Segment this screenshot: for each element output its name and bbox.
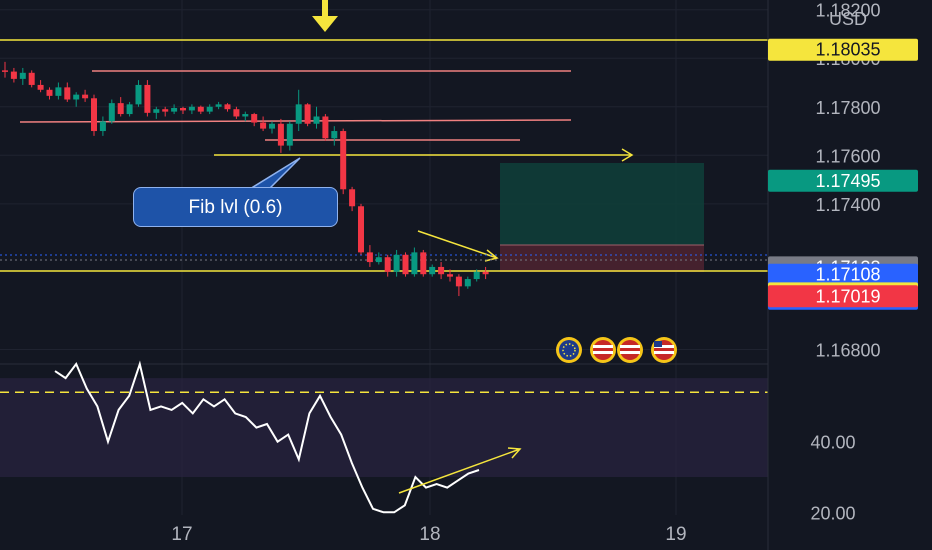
oscillator-line [54,360,480,514]
candle-body[interactable] [429,266,436,275]
candle-body[interactable] [197,106,204,112]
candle-body[interactable] [108,103,115,122]
candle-body[interactable] [260,122,267,129]
oscillator-tick-label: 40.00 [810,433,855,453]
price-tick-label: 1.17600 [815,146,880,166]
oscillator-axis: 40.00 20.00 [810,433,855,524]
price-tag-label: 1.17108 [815,265,880,285]
candle-body[interactable] [215,104,222,107]
candle-body[interactable] [180,107,186,111]
trend-arrow-oscillator-head [507,447,522,459]
candle-body[interactable] [242,114,249,117]
price-tag[interactable] [768,38,918,61]
fib-level-callout[interactable]: Fib lvl (0.6) [133,187,338,227]
fib-arrow-head [621,148,634,162]
candle-body[interactable] [340,131,347,190]
candle-body[interactable] [135,84,142,105]
candle-body[interactable] [37,84,44,90]
candle-body[interactable] [64,87,71,100]
candle-body[interactable] [455,276,462,287]
down-arrow-marker [312,0,338,32]
us-event-icon[interactable] [651,337,677,363]
us-event-icon[interactable] [590,337,616,363]
candle-body[interactable] [464,279,471,287]
price-tag-label: 1.18035 [815,40,880,60]
loss-zone[interactable] [500,245,704,272]
candle-body[interactable] [482,271,489,275]
candle-body[interactable] [384,257,391,272]
candle-body[interactable] [420,252,427,275]
candle-body[interactable] [99,121,106,132]
price-tick-label: 1.18200 [815,1,880,21]
candle-body[interactable] [286,123,293,146]
price-tick-label: 1.17400 [815,195,880,215]
candle-body[interactable] [322,116,329,139]
candle-body[interactable] [304,104,311,124]
candle-body[interactable] [117,103,124,115]
candle-body[interactable] [411,252,418,275]
candle-body[interactable] [438,266,445,275]
candle-body[interactable] [251,114,258,123]
candle-body[interactable] [358,206,364,253]
date-tick-label: 19 [665,524,686,545]
date-tick-label: 17 [171,524,192,545]
economic-events[interactable] [556,337,677,363]
candle-body[interactable] [473,271,480,280]
candle-body[interactable] [2,70,8,72]
candle-body[interactable] [402,254,409,275]
trend-arrow-oscillator[interactable] [398,448,521,494]
profit-zone[interactable] [500,163,704,245]
candle-body[interactable] [375,257,382,263]
candle-body[interactable] [349,189,356,207]
oscillator-tick-label: 20.00 [810,503,855,523]
candle-body[interactable] [269,123,275,129]
oscillator-band [0,378,768,478]
trend-arrow-price[interactable] [417,230,498,259]
chart-drawings [0,0,768,272]
candle-body[interactable] [46,89,53,96]
candle-body[interactable] [447,274,453,277]
candle-body[interactable] [73,94,80,100]
time-axis[interactable]: 17 18 19 [171,524,686,545]
candle-body[interactable] [126,104,133,115]
currency-label[interactable]: USD [829,9,867,29]
price-tags: 1.180351.174951.171381.1710842:231.17031… [768,38,918,310]
candle-body[interactable] [366,252,373,263]
price-tag[interactable] [768,169,918,192]
price-tag[interactable] [768,285,918,308]
trend-arrow-price-head [484,249,499,262]
candle-body[interactable] [91,98,97,132]
candle-body[interactable] [224,104,231,110]
price-tick-label: 1.16800 [815,340,880,360]
candle-body[interactable] [277,123,284,146]
candle-body[interactable] [206,106,213,112]
price-tick-label: 1.17800 [815,98,880,118]
candle-body[interactable] [233,109,240,117]
oscillator-pane [0,360,768,514]
candle-body[interactable] [171,107,178,112]
eu-event-icon[interactable] [556,337,582,363]
candle-body[interactable] [82,94,89,99]
price-tag-label: 1.17495 [815,171,880,191]
candle-body[interactable] [313,116,320,124]
candle-body[interactable] [153,109,160,113]
candle-body[interactable] [144,84,151,113]
candle-body[interactable] [188,106,195,111]
candle-body[interactable] [295,104,302,124]
candlestick-series [2,61,489,297]
date-tick-label: 18 [419,524,440,545]
candle-body[interactable] [55,87,62,96]
candle-body[interactable] [331,131,338,139]
candle-body[interactable] [28,72,35,85]
candle-body[interactable] [162,109,169,112]
us-event-icon[interactable] [617,337,643,363]
candle-body[interactable] [10,71,17,79]
candle-body[interactable] [19,72,26,79]
price-tag-label: 1.17019 [815,286,880,306]
candle-body[interactable] [393,254,400,272]
